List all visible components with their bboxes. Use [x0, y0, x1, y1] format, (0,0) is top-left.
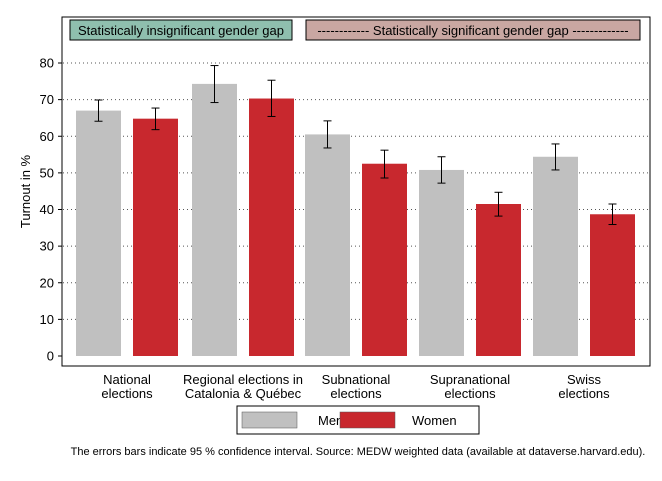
y-tick-label: 30	[40, 239, 54, 254]
category-label: Supranational	[430, 372, 510, 387]
category-label: elections	[330, 386, 382, 401]
category-label: Swiss	[567, 372, 601, 387]
annotation-text-0: Statistically insignificant gender gap	[78, 23, 284, 38]
bar-men-0	[76, 110, 121, 356]
category-label: elections	[101, 386, 153, 401]
bar-women-4	[590, 214, 635, 356]
legend-label-men: Men	[318, 413, 343, 428]
bar-men-3	[419, 169, 464, 356]
y-tick-label: 80	[40, 56, 54, 71]
y-tick-label: 20	[40, 275, 54, 290]
y-tick-label: 50	[40, 165, 54, 180]
category-label: Subnational	[322, 372, 391, 387]
bar-men-1	[192, 83, 237, 356]
annotation-box-1	[305, 19, 641, 41]
bar-men-4	[533, 156, 578, 356]
bar-women-0	[133, 118, 178, 356]
source-note: The errors bars indicate 95 % confidence…	[71, 446, 646, 458]
bar-women-3	[476, 204, 521, 356]
bar-women-2	[362, 163, 407, 356]
bar-men-2	[305, 134, 350, 356]
y-tick-label: 10	[40, 312, 54, 327]
legend-swatch-women	[339, 411, 396, 429]
y-tick-label: 0	[47, 349, 54, 364]
bar-women-1	[249, 98, 294, 357]
annotation-text-1: ------------ Statistically significant g…	[317, 23, 628, 38]
category-label: National	[103, 372, 151, 387]
y-tick-label: 60	[40, 129, 54, 144]
legend-swatch-men	[241, 411, 298, 429]
legend-label-women: Women	[412, 413, 457, 428]
y-tick-label: 70	[40, 92, 54, 107]
category-label: Regional elections in	[183, 372, 303, 387]
y-axis-title: Turnout in %	[18, 154, 33, 228]
annotation-box-0	[69, 19, 293, 41]
y-tick-label: 40	[40, 202, 54, 217]
category-label: Catalonia & Québec	[185, 386, 302, 401]
category-label: elections	[558, 386, 610, 401]
category-label: elections	[444, 386, 496, 401]
